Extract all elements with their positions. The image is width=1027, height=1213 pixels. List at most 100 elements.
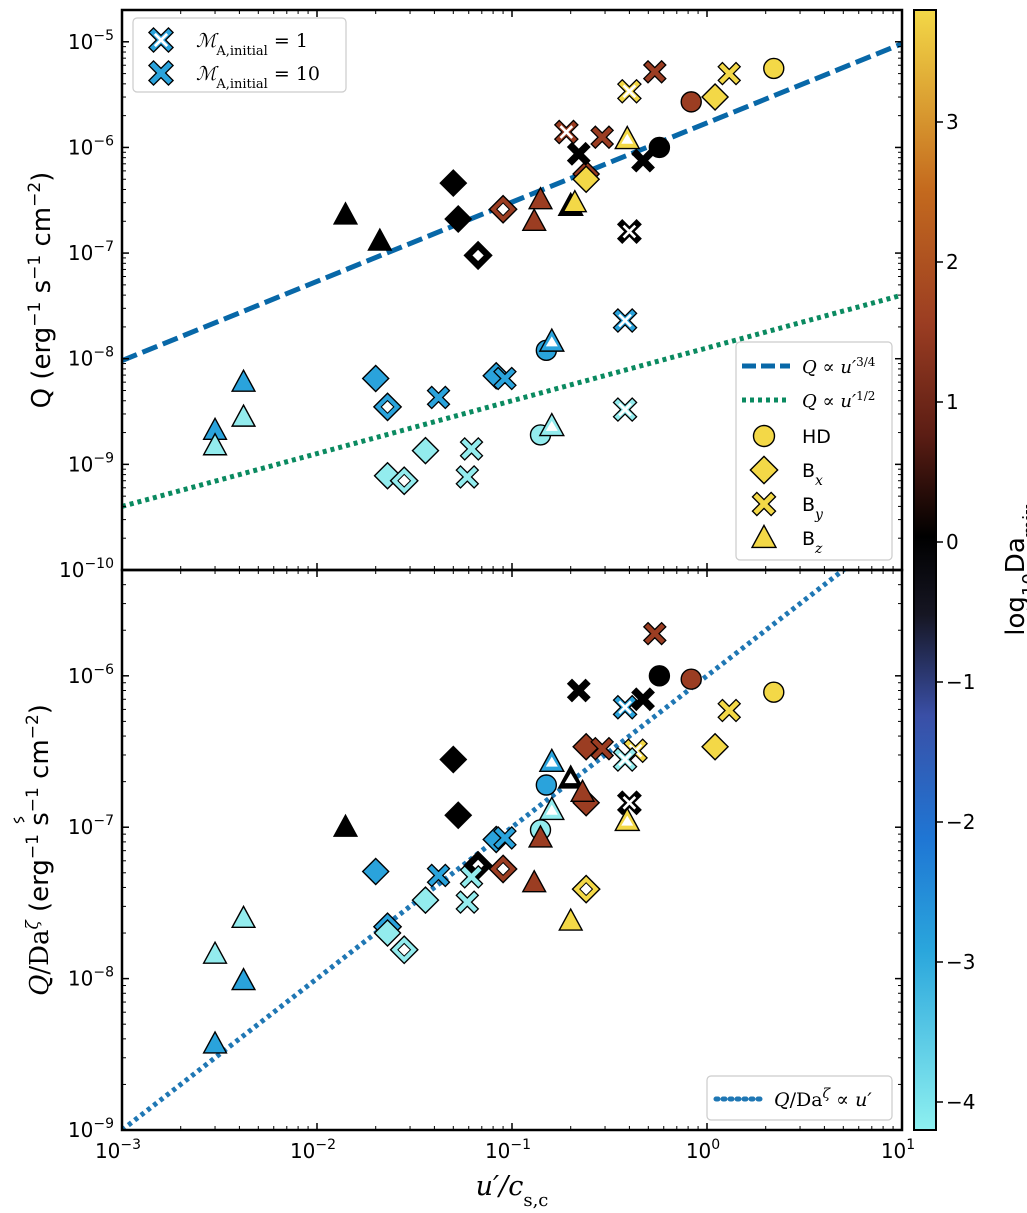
- bottom-point-cross: [455, 890, 480, 915]
- bottom-point-cross: [459, 864, 484, 889]
- bottom-point-diamond: [361, 857, 390, 886]
- top-ylabel: Q (erg−1 s−1 cm−2): [25, 172, 57, 409]
- bottom-point-cross-hole: [622, 795, 637, 810]
- bottom-point-cross: [717, 698, 742, 723]
- xtick-label: 10−2: [290, 1137, 336, 1163]
- top-point-cross-hole: [618, 402, 632, 417]
- bottom-point-triangle: [230, 967, 257, 991]
- legend-mach-label: ℳA,initial = 1: [196, 30, 308, 59]
- colorbar-tick-label: 2: [946, 250, 959, 274]
- top-ytick-label: 10−9: [68, 450, 114, 476]
- top-point-cross-hole: [622, 84, 637, 99]
- bottom-panel: [121, 570, 903, 1131]
- bottom-ylabel-tilde: [13, 816, 25, 824]
- bottom-point-triangle: [527, 824, 554, 848]
- top-point-diamond-hole: [496, 202, 511, 217]
- colorbar-tick-label: 0: [946, 530, 959, 554]
- top-point-triangle: [230, 403, 257, 427]
- bottom-point-circle: [763, 681, 785, 703]
- legend-line-label: Q ∝ u′3/4: [802, 355, 876, 378]
- legend-markers: [735, 341, 893, 561]
- top-fit-line-0: [122, 41, 902, 363]
- legend-mach-marker-hole: [153, 32, 169, 48]
- colorbar-tick-label: −2: [946, 810, 975, 834]
- top-point-triangle-hole: [621, 133, 634, 144]
- legend-marker-label: HD: [802, 426, 831, 448]
- top-point-circle: [680, 91, 702, 113]
- legend-marker-triangle: [750, 523, 778, 549]
- top-ytick-label: 10−10: [59, 556, 114, 582]
- bottom-point-cross-hole: [618, 752, 632, 767]
- bottom-point-diamond: [373, 919, 402, 948]
- top-point-circle: [648, 136, 671, 159]
- bottom-point-diamond: [439, 745, 468, 774]
- top-fit-line-1: [122, 292, 902, 509]
- bottom-point-cross: [631, 687, 655, 712]
- legend-marker-diamond: [749, 455, 779, 485]
- top-point-cross-hole: [622, 224, 637, 239]
- top-point-triangle: [230, 368, 257, 392]
- top-point-triangle: [521, 207, 547, 231]
- legend-mach: [132, 17, 347, 93]
- bottom-plot-area: [122, 570, 848, 1130]
- legend-line-label: Q ∝ u′1/2: [802, 389, 875, 412]
- legend-marker-circle: [752, 424, 776, 448]
- colorbar-tick-label: −4: [946, 1090, 975, 1114]
- bottom-ytick-label: 10−6: [68, 662, 114, 688]
- top-point-cross-hole: [618, 313, 632, 328]
- top-ytick-label: 10−8: [68, 345, 114, 371]
- bottom-ytick-label: 10−9: [68, 1116, 114, 1142]
- legend-marker-cross: [751, 491, 777, 517]
- bottom-point-triangle: [569, 778, 596, 803]
- bottom-point-diamond: [701, 732, 730, 761]
- xtick-label: 100: [686, 1137, 720, 1163]
- top-point-cross: [493, 366, 517, 391]
- top-point-cross: [642, 59, 667, 84]
- top-point-triangle-hole: [545, 336, 558, 347]
- top-ytick-label: 10−7: [68, 239, 114, 265]
- top-point-cross: [566, 141, 591, 166]
- top-plot-area: [122, 41, 902, 509]
- bottom-point-circle: [680, 668, 702, 690]
- colorbar-tick-label: 3: [946, 110, 959, 134]
- bottom-point-triangle: [558, 907, 584, 931]
- top-point-triangle: [562, 189, 588, 213]
- bottom-point-diamond: [444, 801, 473, 830]
- bottom-point-triangle-hole: [621, 815, 634, 826]
- top-point-triangle-hole: [545, 420, 558, 431]
- bottom-point-triangle: [202, 1030, 228, 1054]
- colorbar-tick-label: −3: [946, 950, 975, 974]
- top-point-cross: [631, 148, 655, 173]
- bottom-point-diamond-hole: [496, 861, 511, 876]
- bottom-point-diamond-hole: [579, 882, 594, 897]
- top-ytick-label: 10−5: [68, 28, 114, 54]
- colorbar-tick-label: 1: [946, 390, 959, 414]
- top-point-diamond: [361, 364, 390, 393]
- top-point-cross-hole: [559, 125, 574, 139]
- top-point-triangle: [202, 432, 228, 456]
- bottom-point-diamond-hole: [397, 942, 412, 957]
- bottom-ytick-label: 10−8: [68, 965, 114, 991]
- bottom-point-triangle-hole: [545, 756, 558, 767]
- top-point-diamond: [439, 169, 468, 198]
- top-point-cross: [717, 61, 742, 86]
- bottom-point-circle: [535, 774, 558, 796]
- top-point-diamond: [411, 436, 440, 465]
- bottom-point-cross: [566, 678, 591, 703]
- bottom-point-triangle: [332, 813, 359, 837]
- colorbar-label: log10Damix: [1001, 504, 1027, 635]
- top-point-diamond: [572, 165, 601, 194]
- top-point-triangle: [367, 227, 393, 251]
- top-point-diamond-hole: [471, 248, 486, 263]
- bottom-ytick-label: 10−7: [68, 813, 114, 839]
- top-point-diamond: [444, 205, 473, 234]
- legend-bottom: Q/Daζ ∝ u′: [706, 1075, 893, 1121]
- bottom-point-cross: [590, 736, 615, 761]
- xtick-label: 10−1: [485, 1137, 531, 1163]
- top-point-circle: [763, 57, 785, 80]
- bottom-point-cross: [426, 863, 451, 888]
- bottom-axes-frame: [120, 568, 904, 1132]
- top-point-diamond: [701, 83, 730, 112]
- bottom-ylabel: Q/Daζ (erg−1 s−1 cm−2): [23, 704, 55, 996]
